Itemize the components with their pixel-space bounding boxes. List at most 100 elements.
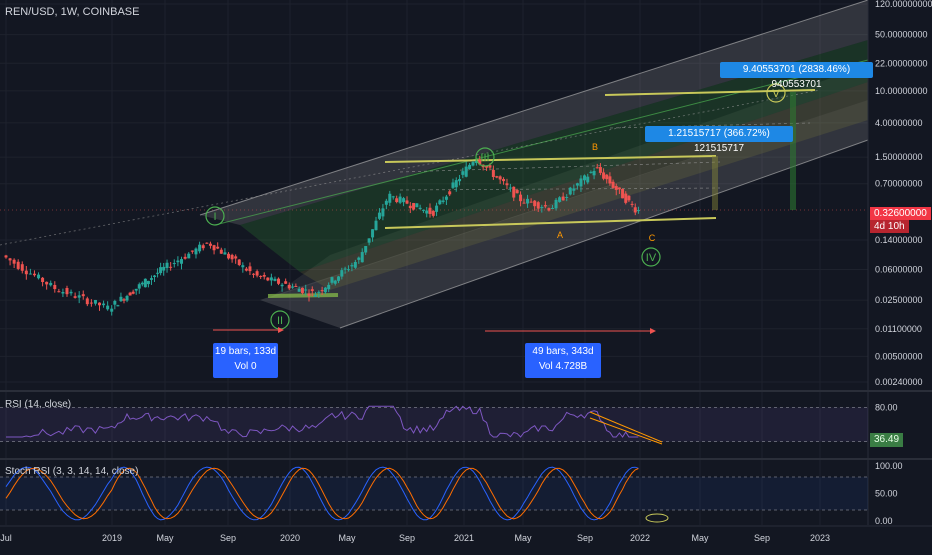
- wave-v-label-circle: [766, 83, 786, 103]
- candle-body: [346, 269, 350, 271]
- candle-body: [241, 265, 245, 268]
- candle-body: [8, 258, 12, 261]
- candle-body: [412, 203, 416, 210]
- candle-body: [162, 266, 166, 271]
- candle-body: [4, 255, 8, 258]
- candle-body: [371, 229, 375, 238]
- candle-body: [624, 193, 628, 203]
- candle-body: [630, 203, 634, 205]
- candle-body: [474, 160, 478, 163]
- candle-body: [579, 178, 583, 187]
- candle-body: [478, 159, 482, 165]
- pitchfork-upper-band: [200, 0, 868, 225]
- candle-body: [205, 242, 209, 244]
- target-box-2[interactable]: 9.40553701 (2838.46%) 940553701: [720, 62, 873, 90]
- candle-body: [198, 244, 202, 252]
- candle-body: [415, 203, 419, 208]
- candle-body: [49, 282, 53, 286]
- candle-body: [277, 278, 281, 284]
- candle-body: [357, 257, 361, 260]
- candle-body: [208, 243, 212, 246]
- candle-body: [485, 165, 489, 168]
- candle-body: [572, 188, 576, 191]
- candle-body: [377, 212, 381, 219]
- candle-body: [216, 246, 220, 249]
- candle-body: [212, 245, 216, 251]
- price-tick-label: 0.00240000: [875, 377, 923, 387]
- candle-body: [201, 245, 205, 249]
- candle-body: [330, 277, 334, 283]
- time-tick-label: Jul: [0, 533, 12, 543]
- candle-body: [519, 194, 523, 202]
- price-tick-label: 0.01100000: [875, 324, 922, 334]
- rsi-value-tag: 36.49: [870, 433, 904, 447]
- candle-body: [636, 210, 640, 212]
- wave-i-label-circle: [205, 206, 225, 226]
- candle-body: [297, 288, 301, 292]
- target-box-1[interactable]: 1.21515717 (366.72%) 121515717: [645, 126, 793, 154]
- candle-body: [464, 166, 468, 177]
- candle-body: [287, 284, 291, 289]
- candle-body: [128, 292, 132, 296]
- candle-body: [317, 291, 321, 293]
- stoch-oversold-circle: [645, 513, 669, 523]
- price-tick-label: 10.00000000: [875, 86, 928, 96]
- candle-body: [307, 293, 311, 296]
- candle-body: [146, 280, 150, 285]
- price-tick-label: 0.02500000: [875, 295, 923, 305]
- candle-body: [219, 249, 223, 254]
- projection-bar-1: [712, 156, 718, 210]
- candle-body: [340, 270, 344, 277]
- candle-body: [165, 262, 169, 269]
- candle-body: [190, 250, 194, 252]
- candle-body: [234, 256, 238, 259]
- candle-body: [140, 282, 144, 285]
- candle-body: [611, 181, 615, 188]
- rsi-divergence-line-1: [589, 411, 663, 443]
- candle-body: [262, 275, 266, 277]
- price-tick-label: 120.00000000: [875, 0, 932, 9]
- price-tick-label: 0.00500000: [875, 351, 923, 361]
- candle-body: [259, 275, 263, 277]
- candle-body: [592, 170, 596, 176]
- candle-body: [183, 256, 187, 259]
- time-tick-label: 2019: [102, 533, 122, 543]
- time-tick-label: 2020: [280, 533, 300, 543]
- candle-body: [540, 206, 544, 208]
- price-tick-label: 4.00000000: [875, 118, 923, 128]
- candle-body: [69, 291, 73, 294]
- candle-body: [248, 266, 252, 272]
- candle-body: [364, 246, 368, 253]
- candle-body: [116, 305, 120, 307]
- candle-body: [24, 270, 28, 275]
- candle-body: [131, 291, 135, 294]
- candle-body: [20, 264, 24, 271]
- candle-body: [388, 193, 392, 203]
- measure-box-2[interactable]: 49 bars, 343d Vol 4.728B: [525, 343, 601, 378]
- candle-body: [37, 274, 41, 279]
- candle-body: [505, 183, 509, 186]
- candle-body: [458, 178, 462, 182]
- candle-body: [350, 265, 354, 267]
- time-tick-label: 2023: [810, 533, 830, 543]
- candle-body: [223, 252, 227, 255]
- time-tick-label: 2022: [630, 533, 650, 543]
- candle-body: [269, 277, 273, 281]
- candle-body: [398, 196, 402, 203]
- measure-box-1[interactable]: 19 bars, 133d Vol 0: [213, 343, 278, 378]
- wave-i-label: I: [213, 211, 216, 223]
- time-tick-label: May: [156, 533, 174, 543]
- price-tick-label: 50.00000000: [875, 30, 928, 40]
- time-tick-label: 2021: [454, 533, 474, 543]
- pitchfork-bottom-line: [339, 139, 869, 329]
- pitchfork-green-band: [240, 40, 868, 272]
- candle-body: [89, 302, 93, 304]
- candle-body: [391, 196, 395, 198]
- candle-body: [333, 280, 337, 284]
- time-tick-label: Sep: [754, 533, 770, 543]
- time-tick-label: May: [338, 533, 356, 543]
- stoch-legend: Stoch RSI (3, 3, 14, 14, close): [5, 466, 139, 477]
- candle-body: [495, 176, 499, 178]
- time-tick-label: Sep: [399, 533, 415, 543]
